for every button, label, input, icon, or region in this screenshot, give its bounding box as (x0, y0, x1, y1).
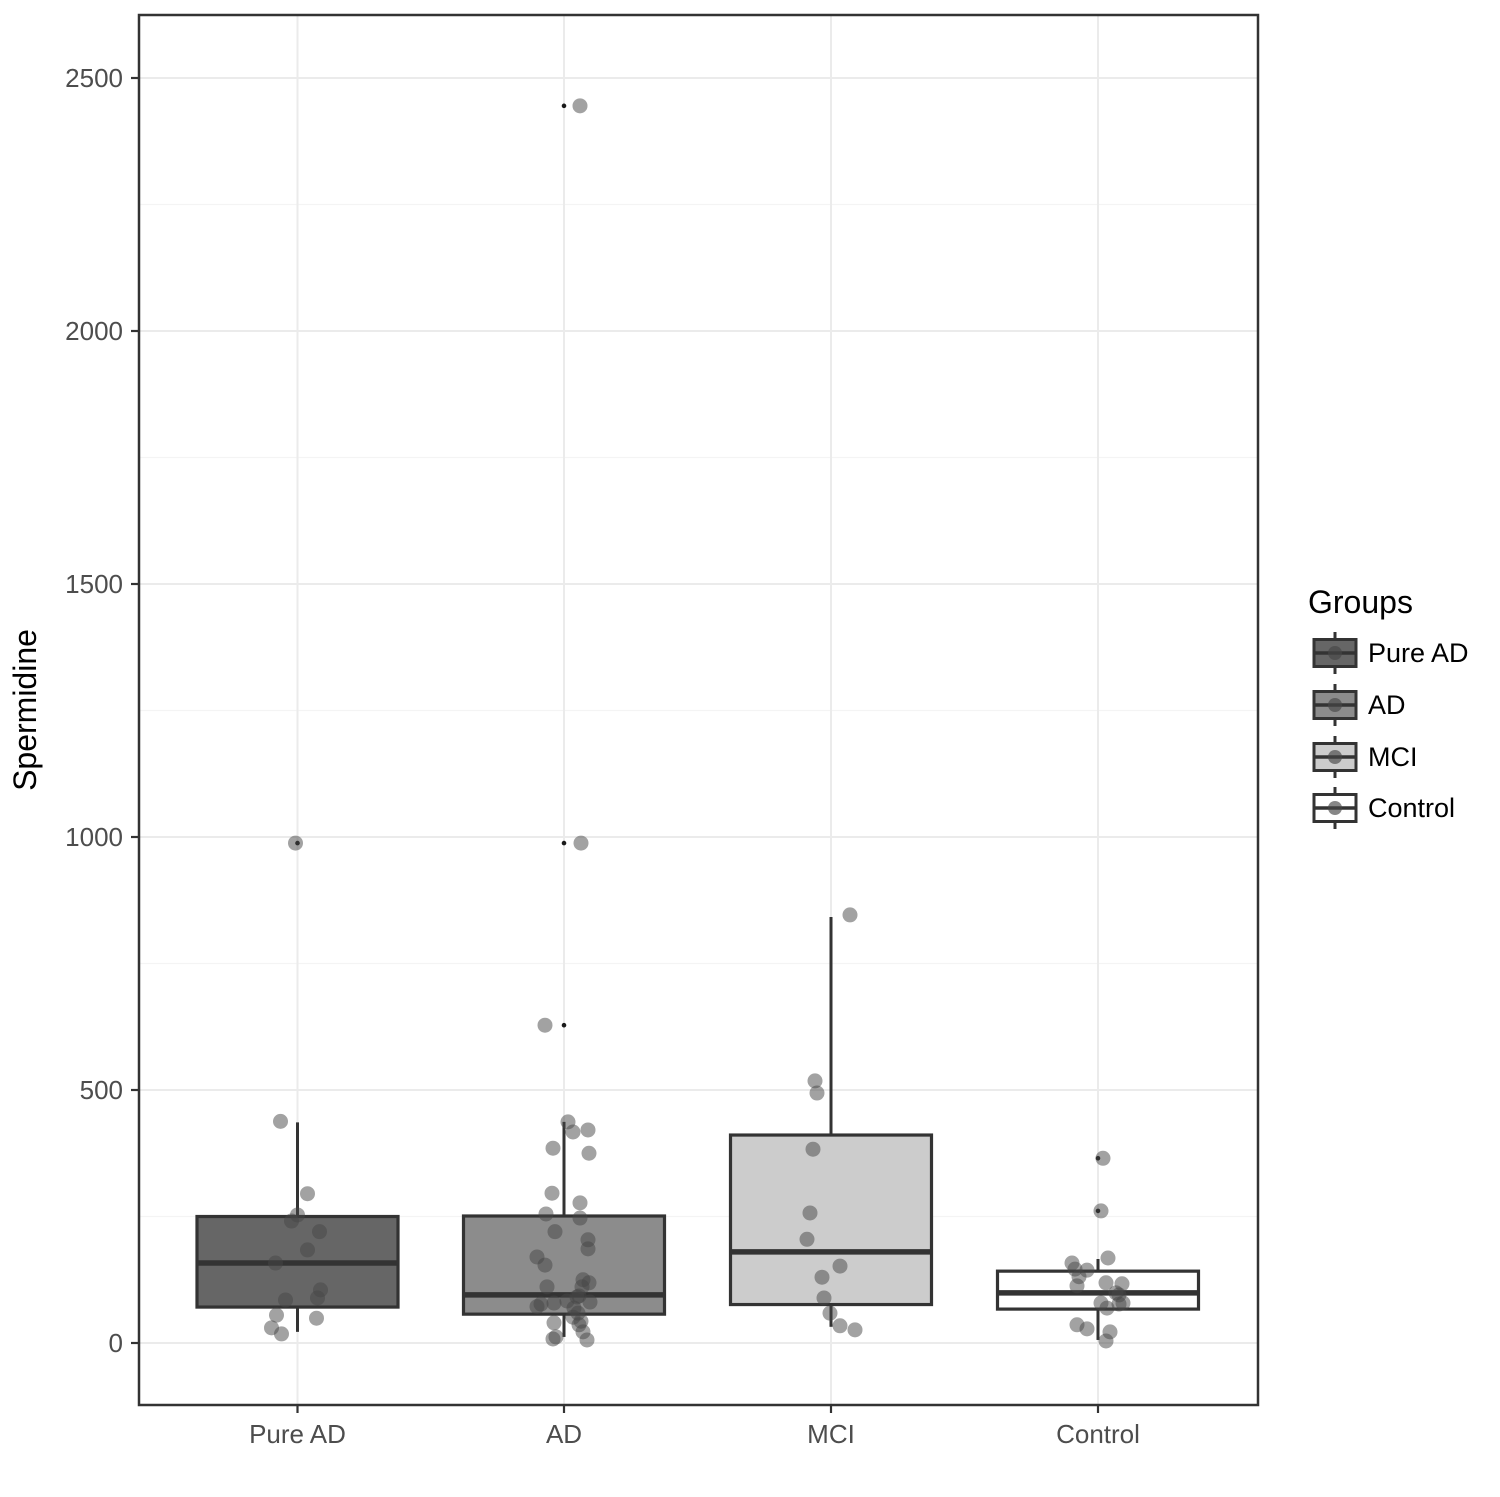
legend: Pure AD AD MCI Control (1312, 632, 1469, 829)
legend-item-pure-ad: Pure AD (1312, 632, 1469, 674)
jitter-point (572, 1210, 588, 1226)
jitter-point (312, 1224, 327, 1240)
jitter-point (809, 1085, 825, 1101)
boxplot-ad (461, 103, 667, 1337)
jitter-point (300, 1186, 315, 1202)
jitter-point (1099, 1300, 1115, 1316)
x-axis: Pure AD AD MCI Control (249, 1405, 1140, 1449)
jitter-point (268, 1255, 283, 1271)
outlier-dot (561, 840, 567, 846)
legend-item-control: Control (1312, 787, 1455, 829)
y-tick-label: 1500 (65, 569, 123, 599)
y-tick-label: 2000 (65, 316, 123, 346)
jitter-point (529, 1299, 545, 1315)
legend-item-label: Control (1368, 793, 1455, 823)
jitter-point (284, 1213, 299, 1229)
jitter-point (580, 1241, 596, 1257)
jitter-point (573, 835, 589, 851)
jitter-point (274, 1326, 289, 1342)
jitter-point (814, 1269, 830, 1285)
jitter-point (544, 1185, 560, 1201)
legend-key-point (1328, 646, 1342, 660)
jitter-point (847, 1322, 863, 1338)
jitter-point (807, 1073, 823, 1089)
legend-item-mci: MCI (1312, 736, 1418, 778)
legend-key-point (1328, 801, 1342, 815)
outlier-dot (561, 1022, 567, 1028)
jitter-point (822, 1305, 838, 1321)
jitter-point (1079, 1321, 1095, 1337)
jitter-point (832, 1258, 848, 1274)
legend-item-ad: AD (1312, 684, 1406, 726)
jitter-point (545, 1140, 561, 1156)
jitter-point (278, 1292, 293, 1308)
jitter-point (1100, 1250, 1116, 1266)
jitter-point (539, 1279, 555, 1295)
jitter-point (565, 1124, 581, 1140)
y-tick-label: 2500 (65, 63, 123, 93)
jitter-point (799, 1231, 815, 1247)
jitter-point (546, 1295, 562, 1311)
x-tick-label: AD (546, 1419, 582, 1449)
legend-title: Groups (1308, 584, 1413, 620)
box-iqr (728, 1133, 934, 1307)
jitter-point (1098, 1333, 1114, 1349)
legend-key-point (1328, 698, 1342, 712)
jitter-points (264, 98, 1131, 1349)
box-iqr (461, 1214, 667, 1316)
jitter-point (288, 835, 303, 851)
jitter-point (309, 1310, 324, 1326)
jitter-point (300, 1242, 315, 1258)
jitter-point (580, 1122, 596, 1138)
jitter-point (1069, 1278, 1085, 1294)
jitter-point (1095, 1150, 1111, 1166)
jitter-point (1111, 1296, 1127, 1312)
legend-key-point (1328, 750, 1342, 764)
gridlines-major (139, 77, 1258, 1344)
jitter-point (547, 1224, 563, 1240)
jitter-point (273, 1113, 288, 1129)
jitter-point (1093, 1203, 1109, 1219)
x-tick-label: Control (1056, 1419, 1140, 1449)
outlier-dot (561, 103, 567, 109)
y-axis: 0 500 1000 1500 2000 2500 (65, 63, 139, 1358)
legend-item-label: MCI (1368, 742, 1418, 772)
jitter-point (579, 1332, 595, 1348)
x-tick-label: Pure AD (249, 1419, 346, 1449)
y-tick-label: 1000 (65, 822, 123, 852)
gridlines-minor (139, 203, 1258, 1218)
jitter-point (546, 1315, 562, 1331)
jitter-point (537, 1257, 553, 1273)
boxplots (195, 103, 1201, 1340)
legend-item-label: AD (1368, 690, 1406, 720)
jitter-point (816, 1290, 832, 1306)
jitter-point (269, 1307, 284, 1323)
jitter-point (802, 1205, 818, 1221)
jitter-point (581, 1145, 597, 1161)
jitter-point (572, 1195, 588, 1211)
legend-item-label: Pure AD (1368, 638, 1469, 668)
jitter-point (805, 1141, 821, 1157)
jitter-point (538, 1206, 554, 1222)
y-tick-label: 0 (109, 1328, 123, 1358)
y-tick-label: 500 (80, 1075, 123, 1105)
jitter-point (545, 1331, 561, 1347)
boxplot-mci (728, 916, 934, 1327)
jitter-point (1098, 1275, 1114, 1291)
y-axis-title: Spermidine (7, 629, 43, 791)
jitter-point (572, 98, 588, 114)
x-tick-label: MCI (807, 1419, 855, 1449)
jitter-point (537, 1017, 553, 1033)
jitter-point (842, 907, 858, 923)
jitter-point (832, 1318, 848, 1334)
plot-panel-border (137, 13, 1260, 1407)
jitter-point (582, 1294, 598, 1310)
jitter-point (310, 1290, 325, 1306)
